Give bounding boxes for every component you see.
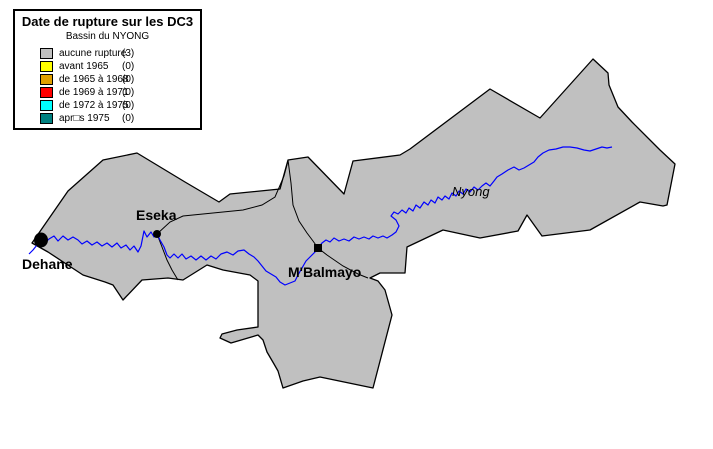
subbasin-divider-eseka-south — [156, 233, 179, 281]
legend-item-label: de 1969 à 1971 — [59, 87, 129, 98]
legend-subtitle: Bassin du NYONG — [65, 31, 150, 42]
river-label-nyong: Nyong — [452, 184, 490, 199]
legend-item-count: (3) — [122, 48, 135, 59]
legend-color-swatch — [40, 113, 53, 124]
legend-color-swatch — [40, 87, 53, 98]
legend-item-label: apr□s 1975 — [59, 113, 110, 124]
subbasin-divider-eseka-north — [156, 160, 289, 235]
legend-item-count: (0) — [122, 100, 135, 111]
legend-item-count: (0) — [122, 113, 135, 124]
station-marker-eseka — [153, 230, 161, 238]
legend-item-label: de 1965 à 1968 — [59, 74, 129, 85]
legend-item-label: de 1972 à 1975 — [59, 100, 129, 111]
station-label-dehane: Dehane — [22, 256, 73, 272]
legend-color-swatch — [40, 48, 53, 59]
legend-item: de 1965 à 1968 (0) — [15, 73, 200, 86]
legend-color-swatch — [40, 100, 53, 111]
legend-item-count: (0) — [122, 61, 135, 72]
legend-item: aucune rupture (3) — [15, 47, 200, 60]
nyong-river — [28, 146, 613, 286]
legend-item-label: avant 1965 — [59, 61, 109, 72]
legend-item: avant 1965 (0) — [15, 60, 200, 73]
legend-color-swatch — [40, 74, 53, 85]
station-label-mbalmayo: M'Balmayo — [288, 264, 361, 280]
subbasin-divider-mbalmayo — [287, 159, 369, 279]
station-marker-dehane — [34, 232, 48, 248]
basin-polygon — [31, 58, 676, 389]
legend-items: aucune rupture (3) avant 1965 (0) de 196… — [15, 47, 200, 125]
legend-box: Date de rupture sur les DC3 Bassin du NY… — [13, 9, 202, 130]
station-marker-mbalmayo — [314, 244, 322, 252]
legend-item: de 1969 à 1971 (0) — [15, 86, 200, 99]
legend-item-count: (0) — [122, 87, 135, 98]
legend-item-label: aucune rupture — [59, 48, 127, 59]
legend-item-count: (0) — [122, 74, 135, 85]
legend-color-swatch — [40, 61, 53, 72]
station-label-eseka: Eseka — [136, 207, 177, 223]
legend-item: de 1972 à 1975 (0) — [15, 99, 200, 112]
legend-item: apr□s 1975 (0) — [15, 112, 200, 125]
legend-title: Date de rupture sur les DC3 — [21, 14, 194, 29]
